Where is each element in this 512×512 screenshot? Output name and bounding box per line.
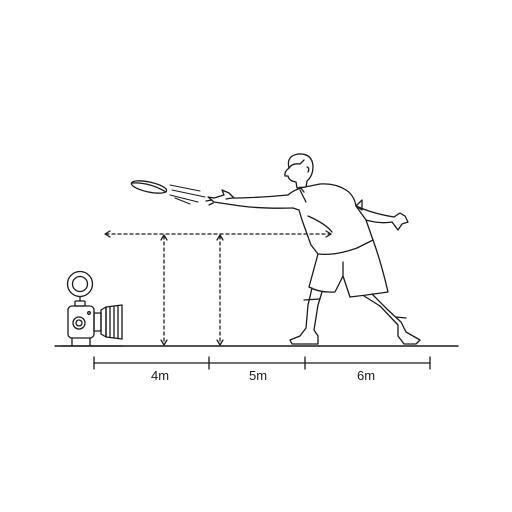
frisbee-icon bbox=[130, 180, 168, 194]
arrowhead-right bbox=[325, 230, 332, 238]
dimension-label-6m: 6m bbox=[356, 368, 376, 383]
height-marker-2 bbox=[216, 234, 224, 346]
person-throwing-icon bbox=[205, 153, 421, 345]
height-marker-1 bbox=[160, 234, 168, 346]
motion-lines bbox=[169, 184, 206, 205]
dimension-label-4m: 4m bbox=[150, 368, 170, 383]
arrowhead-left bbox=[104, 230, 111, 238]
dimension-line bbox=[93, 356, 431, 370]
dimension-label-5m: 5m bbox=[248, 368, 268, 383]
camera-icon bbox=[61, 270, 123, 347]
